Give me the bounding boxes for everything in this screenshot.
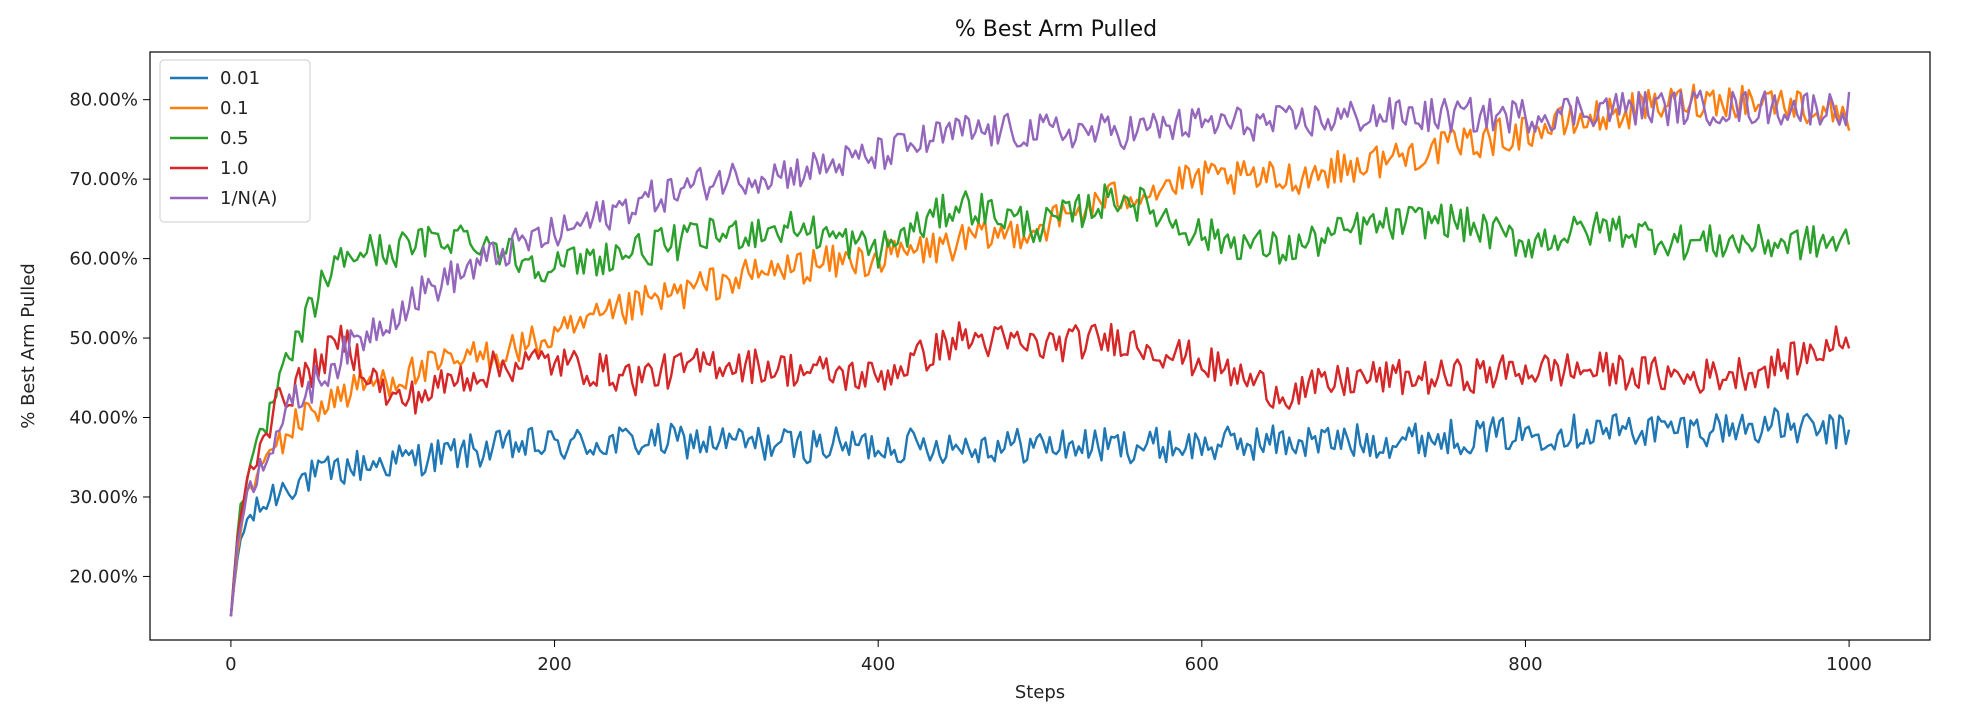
series-line-3 — [229, 321, 1851, 617]
series-layer — [229, 83, 1851, 617]
legend-box — [159, 59, 311, 223]
legend-label: 1.0 — [220, 158, 249, 179]
y-tick-label: 70.00% — [69, 169, 138, 190]
legend-label: 0.5 — [220, 128, 249, 149]
x-axis-label: Steps — [1015, 682, 1065, 703]
legend: 0.01 0.1 0.5 1.0 1/N(A) — [159, 59, 311, 223]
x-tick-label: 600 — [1185, 654, 1219, 675]
y-tick-label: 60.00% — [69, 249, 138, 270]
y-tick-label: 40.00% — [69, 408, 138, 429]
legend-label: 0.01 — [220, 68, 260, 89]
legend-label: 0.1 — [220, 98, 249, 119]
x-tick-label: 200 — [537, 654, 571, 675]
y-tick-label: 30.00% — [69, 487, 138, 508]
y-tick-label: 20.00% — [69, 566, 138, 587]
series-line-1 — [229, 83, 1851, 617]
y-axis: 20.00% 30.00% 40.00% 50.00% 60.00% 70.00% 80.0… — [69, 90, 150, 587]
chart-title: % Best Arm Pulled — [955, 17, 1157, 42]
y-tick-label: 50.00% — [69, 328, 138, 349]
legend-label: 1/N(A) — [220, 188, 277, 209]
plot-frame — [149, 51, 1931, 641]
series-line-0 — [229, 407, 1851, 617]
series-line-4 — [229, 89, 1851, 617]
x-tick-label: 800 — [1508, 654, 1542, 675]
x-tick-label: 1000 — [1826, 654, 1872, 675]
y-axis-label: % Best Arm Pulled — [18, 263, 39, 429]
x-tick-label: 400 — [861, 654, 895, 675]
series-line-2 — [229, 183, 1851, 617]
x-tick-label: 0 — [225, 654, 236, 675]
y-tick-label: 80.00% — [69, 90, 138, 111]
x-axis: 0 200 400 600 800 1000 — [225, 640, 1872, 675]
